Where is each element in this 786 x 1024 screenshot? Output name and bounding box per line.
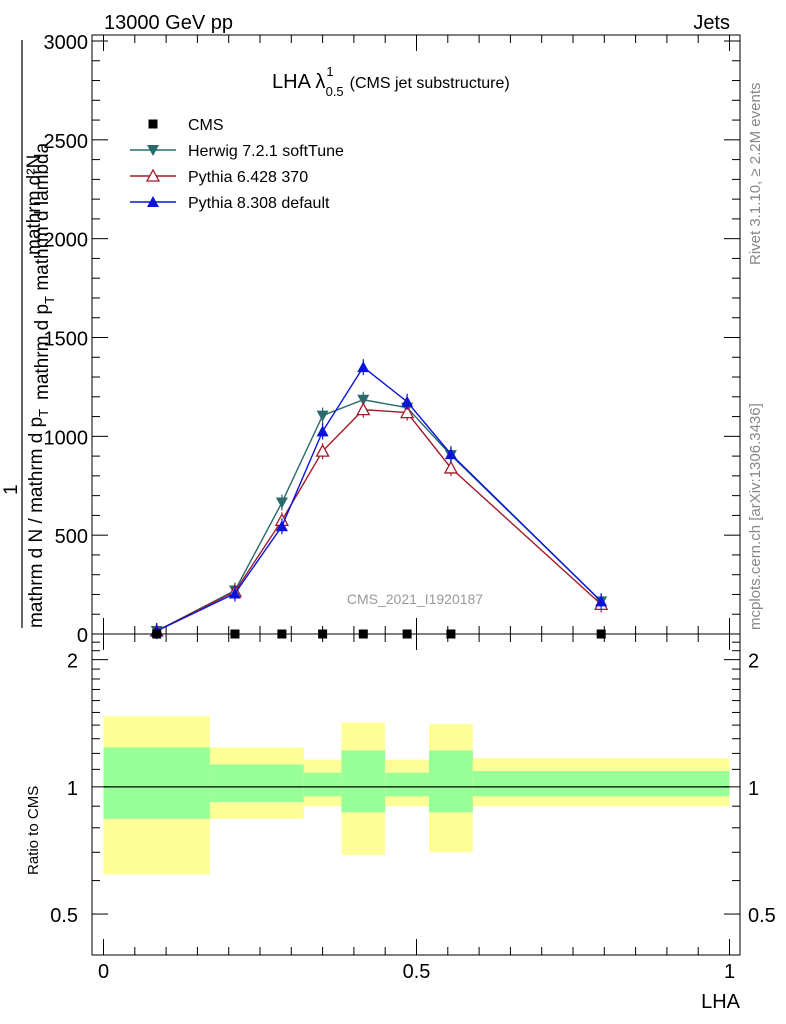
- main-y-tick-label: 2500: [44, 131, 89, 153]
- main-y-tick-label: 0: [77, 625, 88, 647]
- main-y-tick-label: 500: [55, 526, 88, 548]
- legend-marker: [147, 145, 159, 156]
- ratio-y-axis-label: Ratio to CMS: [25, 786, 42, 875]
- ylabel-one: 1: [1, 484, 22, 495]
- data-point: [356, 402, 371, 416]
- data-point: [275, 520, 288, 532]
- data-point: [595, 595, 608, 607]
- ratio-inner-band: [303, 772, 342, 797]
- legend: CMS Herwig 7.2.1 softTune Pythia 6.428 370…: [130, 117, 344, 212]
- legend-label: Herwig 7.2.1 softTune: [188, 143, 344, 160]
- plot-title: LHA λ1 0.5 (CMS jet substructure): [272, 64, 510, 99]
- main-y-tick-label: 2000: [44, 230, 89, 252]
- title-rest: (CMS jet substructure): [350, 75, 510, 92]
- watermark: CMS_2021_I1920187: [347, 591, 483, 607]
- ratio-inner-band: [209, 764, 304, 803]
- legend-marker: [145, 168, 161, 182]
- rivet-version-label: Rivet 3.1.10, ≥ 2.2M events: [747, 83, 764, 266]
- data-point: [400, 405, 415, 419]
- main-y-tick-labels: 0 500 1000 1500 2000 2500 3000: [44, 32, 89, 647]
- main-plot: CMS_2021_I1920187 0 500 1000 1500 2000 2500 30…: [1, 32, 741, 647]
- series-pythia-8-308-default: [150, 359, 608, 640]
- ratio-inner-band: [429, 750, 473, 813]
- main-y-tick-label: 3000: [44, 32, 89, 54]
- data-point: [443, 460, 459, 474]
- ylabel-numerator: mathrm d²N: [24, 155, 45, 255]
- data-point: [228, 587, 241, 599]
- x-tick-label: 0: [98, 961, 109, 983]
- series-line: [156, 366, 602, 632]
- series-line: [156, 408, 602, 632]
- data-point: [357, 361, 370, 373]
- main-y-axis-label: mathrm d²N mathrm d pT mathrm d lambda 1…: [1, 40, 57, 628]
- main-axis-ticks: [92, 35, 740, 635]
- data-point: [444, 448, 457, 460]
- data-point: [315, 443, 330, 457]
- ratio-inner-band: [385, 772, 430, 797]
- legend-entry: Pythia 6.428 370: [130, 168, 308, 186]
- legend-entry: Pythia 8.308 default: [130, 195, 330, 212]
- ratio-plot-frame: [91, 633, 741, 956]
- legend-label: CMS: [188, 117, 224, 134]
- series-line: [156, 399, 602, 632]
- title-subscript: 0.5: [326, 84, 344, 99]
- data-point: [357, 394, 370, 406]
- ratio-uncertainty-bands: [103, 716, 730, 875]
- header-observable-group: Jets: [693, 12, 730, 34]
- legend-marker: [148, 119, 158, 129]
- svg-text:CMS_2021_I1920187: CMS_2021_I1920187: [347, 591, 483, 607]
- legend-entry: Herwig 7.2.1 softTune: [130, 143, 344, 160]
- mcplots-reference-label: mcplots.cern.ch [arXiv:1306.3436]: [747, 403, 764, 630]
- ylabel-denominator: mathrm d N / mathrm d pT: [26, 409, 51, 628]
- legend-label: Pythia 8.308 default: [188, 195, 330, 212]
- ratio-y-tick-label-right: 0.5: [748, 905, 776, 927]
- data-point: [275, 497, 288, 509]
- ratio-y-tick-label-right: 1: [748, 778, 759, 800]
- legend-marker: [147, 196, 159, 207]
- ratio-inner-band: [103, 747, 210, 819]
- data-point: [401, 395, 414, 407]
- main-y-tick-label: 1500: [44, 329, 89, 351]
- legend-label: Pythia 6.428 370: [188, 169, 308, 186]
- main-y-tick-label: 1000: [44, 427, 89, 449]
- ratio-inner-band: [472, 771, 730, 797]
- x-tick-label: 1: [724, 961, 735, 983]
- ratio-y-tick-label-right: 2: [748, 651, 759, 673]
- ratio-y-tick-label: 2: [67, 651, 78, 673]
- title-superscript: 1: [326, 64, 333, 79]
- legend-entry: CMS: [148, 117, 224, 134]
- data-point: [316, 425, 329, 437]
- ratio-y-tick-label: 0.5: [50, 905, 78, 927]
- x-axis-label: LHA: [701, 991, 741, 1013]
- ratio-y-tick-label: 1: [67, 778, 78, 800]
- ylabel-numerator-differential: mathrm d pT mathrm d lambda: [32, 142, 57, 400]
- ratio-inner-band: [341, 750, 386, 813]
- ratio-tick-labels: 0.5 0.5 1 1 2 2 0 0.5 1: [50, 651, 776, 983]
- header-process-label: 13000 GeV pp: [104, 12, 233, 34]
- ratio-plot: 0.5 0.5 1 1 2 2 0 0.5 1 Ratio to CMS LHA: [25, 633, 776, 1013]
- x-tick-label: 0.5: [403, 961, 431, 983]
- data-point: [316, 410, 329, 422]
